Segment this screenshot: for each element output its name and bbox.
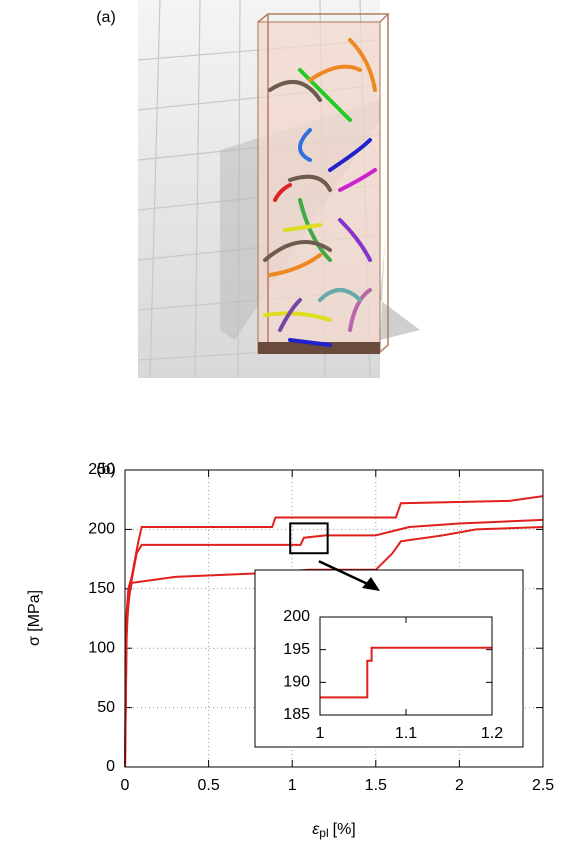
zoom-box bbox=[289, 522, 329, 555]
y-tick-label: 195 bbox=[283, 641, 310, 658]
x-tick-label: 1.5 bbox=[365, 777, 387, 794]
inset-frame bbox=[254, 569, 524, 748]
plot-frame bbox=[319, 616, 493, 716]
x-axis-subscript: pl bbox=[319, 826, 328, 840]
data-line bbox=[124, 495, 544, 768]
x-tick-label: 0.5 bbox=[197, 777, 219, 794]
x-tick-label: 2 bbox=[455, 777, 464, 794]
y-tick-label: 200 bbox=[88, 521, 115, 538]
y-tick-label: 50 bbox=[97, 699, 115, 716]
x-tick-label: 1 bbox=[288, 777, 297, 794]
y-tick-label: 250 bbox=[88, 461, 115, 478]
zoom-arrow bbox=[318, 560, 373, 588]
plot-frame bbox=[124, 469, 544, 768]
x-tick-label: 0 bbox=[121, 777, 130, 794]
x-axis-unit: [%] bbox=[333, 821, 356, 838]
x-tick-label: 2.5 bbox=[532, 777, 554, 794]
y-tick-label: 0 bbox=[106, 758, 115, 775]
zoom-arrowhead bbox=[362, 577, 380, 591]
render-panel bbox=[137, 0, 420, 379]
y-tick-label: 200 bbox=[283, 608, 310, 625]
x-tick-label: 1 bbox=[316, 725, 325, 742]
y-tick-label: 150 bbox=[88, 580, 115, 597]
y-tick-label: 190 bbox=[283, 674, 310, 691]
y-axis-label: σ [MPa] bbox=[26, 590, 43, 646]
data-line bbox=[320, 646, 492, 699]
y-tick-label: 100 bbox=[88, 639, 115, 656]
panel-label: (b) bbox=[96, 461, 116, 478]
panel-label: (a) bbox=[96, 9, 116, 26]
x-tick-label: 1.1 bbox=[395, 725, 417, 742]
x-axis-label: εpl [%] bbox=[312, 821, 356, 840]
y-tick-label: 185 bbox=[283, 706, 310, 723]
x-axis-symbol: ε bbox=[312, 821, 320, 838]
x-tick-label: 1.2 bbox=[481, 725, 503, 742]
